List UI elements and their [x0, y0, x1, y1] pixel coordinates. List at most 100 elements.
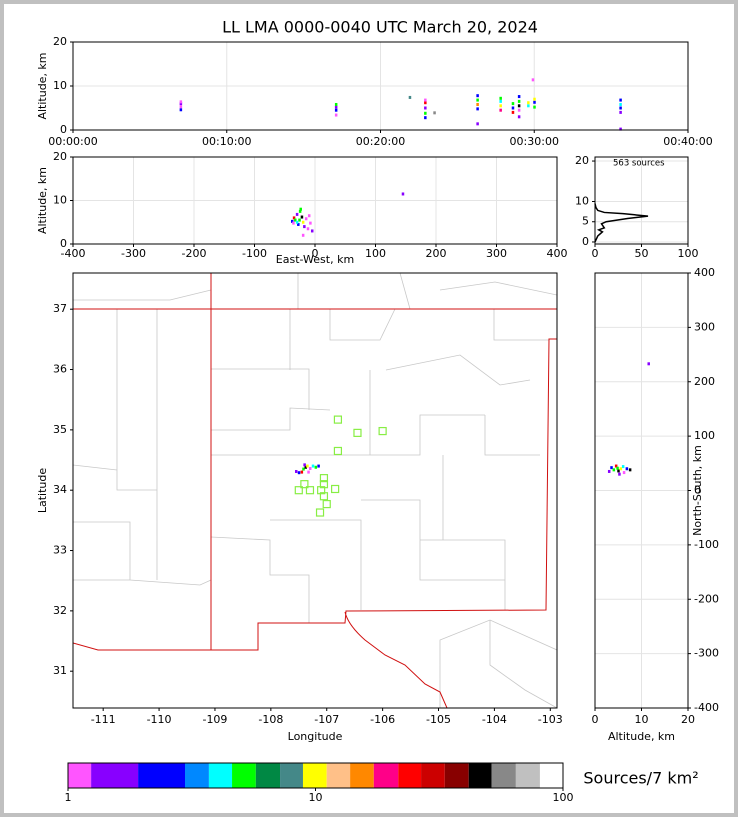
x-tick-label: 100 — [553, 791, 574, 804]
colorbar-segment — [515, 763, 540, 788]
y-tick-label: 33 — [53, 544, 67, 557]
source-point — [300, 470, 304, 474]
source-point — [301, 233, 305, 237]
source-point — [299, 207, 302, 211]
station — [317, 486, 326, 495]
source-point — [511, 106, 515, 110]
station — [333, 415, 343, 424]
source-point — [179, 100, 183, 104]
source-point — [295, 212, 299, 216]
x-tick-label: 50 — [635, 247, 649, 260]
source-point — [476, 122, 479, 126]
source-point — [311, 464, 315, 468]
x-axis-label: East-West, km — [276, 253, 354, 266]
x-tick-label: 10 — [309, 791, 323, 804]
y-tick-label: 5 — [582, 215, 589, 228]
source-point — [527, 104, 530, 108]
source-point — [302, 467, 305, 471]
y-tick-label: 10 — [53, 194, 67, 207]
x-tick-label: -300 — [121, 247, 146, 260]
source-point — [499, 108, 502, 112]
source-point — [647, 362, 650, 366]
x-tick-label: 00:40:00 — [663, 135, 712, 148]
station — [294, 486, 303, 495]
colorbar-segment — [232, 763, 256, 788]
x-tick-label: 300 — [486, 247, 507, 260]
y-tick-label: -300 — [694, 647, 719, 660]
source-point — [297, 471, 301, 475]
x-tick-label: -109 — [202, 713, 227, 726]
source-point — [610, 466, 613, 470]
source-point — [334, 113, 338, 117]
station — [333, 446, 343, 456]
source-point — [292, 216, 296, 220]
source-point — [306, 227, 310, 231]
x-tick-label: -103 — [538, 713, 563, 726]
source-point — [310, 229, 314, 233]
source-point — [533, 97, 536, 101]
source-point — [303, 225, 306, 229]
source-point — [618, 472, 621, 476]
y-tick-label: 32 — [53, 604, 67, 617]
source-point — [628, 468, 632, 472]
annotation: 563 sources — [613, 159, 665, 169]
source-point — [303, 463, 306, 467]
x-axis-label: Altitude, km — [608, 730, 675, 743]
y-tick-label: 35 — [53, 423, 67, 436]
source-point — [614, 464, 618, 468]
station — [300, 480, 309, 489]
x-tick-label: 00:30:00 — [510, 135, 559, 148]
station — [319, 492, 329, 501]
x-tick-label: 0 — [312, 247, 319, 260]
source-point — [308, 466, 312, 470]
source-point — [292, 221, 295, 225]
x-tick-label: -107 — [314, 713, 339, 726]
y-tick-label: 20 — [575, 154, 589, 167]
y-axis-label: Altitude, km — [36, 52, 49, 119]
source-point — [294, 469, 298, 473]
x-tick-label: 100 — [365, 247, 386, 260]
station — [315, 508, 325, 517]
source-point — [619, 102, 622, 106]
y-tick-label: 36 — [53, 363, 67, 376]
source-point — [612, 468, 616, 472]
y-tick-label: -400 — [694, 701, 719, 714]
source-point — [616, 466, 619, 470]
source-point — [408, 95, 412, 99]
x-tick-label: -106 — [370, 713, 395, 726]
colorbar-label: Sources/7 km² — [583, 769, 698, 788]
source-point — [304, 217, 308, 221]
source-point — [517, 108, 521, 112]
x-tick-label: 100 — [678, 247, 699, 260]
source-point — [291, 219, 294, 223]
station — [322, 499, 331, 509]
source-point — [334, 105, 338, 109]
source-point — [294, 218, 297, 222]
source-point — [619, 106, 622, 110]
y-tick-label: 10 — [53, 79, 67, 92]
source-point — [314, 465, 318, 469]
chart-title: LL LMA 0000-0040 UTC March 20, 2024 — [222, 18, 538, 37]
source-point — [334, 102, 338, 106]
source-point — [533, 105, 536, 109]
source-point — [517, 104, 521, 108]
x-tick-label: 00:10:00 — [202, 135, 251, 148]
source-point — [517, 115, 521, 119]
x-tick-label: 1 — [65, 791, 72, 804]
y-tick-label: 100 — [694, 429, 715, 442]
source-point — [517, 99, 521, 103]
source-point — [309, 221, 312, 225]
x-tick-label: -108 — [258, 713, 283, 726]
y-tick-label: 0 — [60, 123, 67, 136]
source-point — [517, 95, 521, 99]
x-tick-label: 10 — [635, 713, 649, 726]
x-tick-label: -111 — [91, 713, 116, 726]
source-point — [304, 465, 307, 469]
source-point — [622, 471, 626, 475]
source-point — [424, 111, 427, 115]
station — [319, 480, 329, 489]
y-tick-label: 20 — [53, 35, 67, 48]
station — [305, 486, 315, 495]
x-tick-label: 200 — [426, 247, 447, 260]
